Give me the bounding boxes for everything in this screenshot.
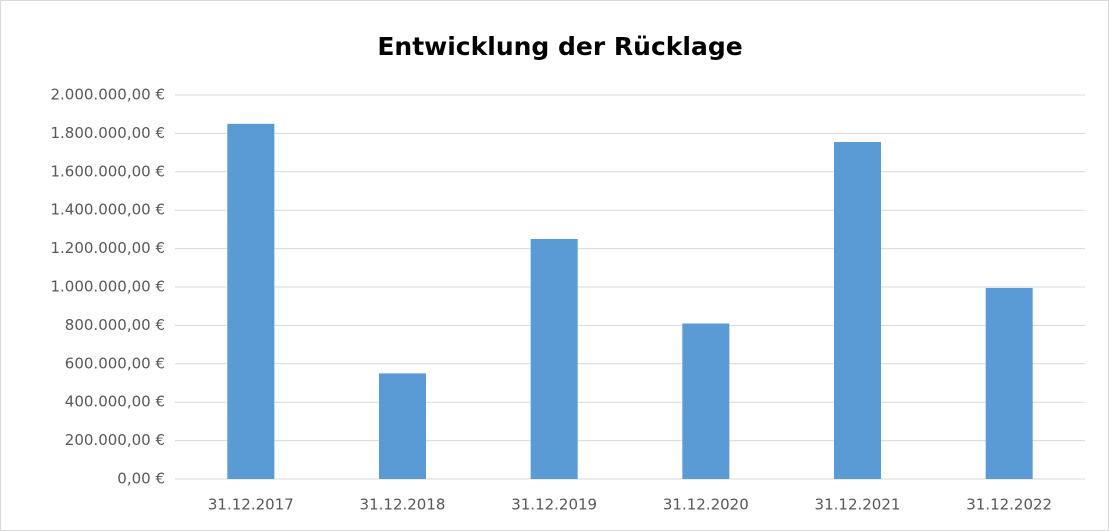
y-tick-label: 400.000,00 € (65, 393, 165, 411)
chart-title: Entwicklung der Rücklage (377, 32, 742, 61)
y-tick-label: 800.000,00 € (65, 316, 165, 334)
x-tick-label: 31.12.2020 (663, 496, 749, 514)
bar (833, 142, 882, 480)
bar (530, 239, 578, 479)
y-tick-label: 1.600.000,00 € (50, 162, 165, 180)
x-tick-label: 31.12.2022 (966, 496, 1052, 514)
y-tick-label: 2.000.000,00 € (50, 86, 165, 104)
y-tick-label: 600.000,00 € (65, 354, 165, 372)
y-tick-label: 1.200.000,00 € (50, 239, 165, 257)
bar (378, 373, 427, 479)
y-tick-label: 1.000.000,00 € (50, 278, 165, 296)
bar (985, 287, 1033, 479)
y-tick-label: 1.800.000,00 € (50, 124, 165, 142)
x-tick-label: 31.12.2021 (815, 496, 901, 514)
x-tick-label: 31.12.2019 (511, 496, 597, 514)
x-tick-label: 31.12.2018 (360, 496, 446, 514)
bar (682, 323, 730, 479)
bar (227, 123, 275, 480)
y-tick-label: 0,00 € (117, 470, 165, 488)
y-tick-label: 200.000,00 € (65, 431, 165, 449)
x-tick-label: 31.12.2017 (208, 496, 294, 514)
y-tick-label: 1.400.000,00 € (50, 201, 165, 219)
